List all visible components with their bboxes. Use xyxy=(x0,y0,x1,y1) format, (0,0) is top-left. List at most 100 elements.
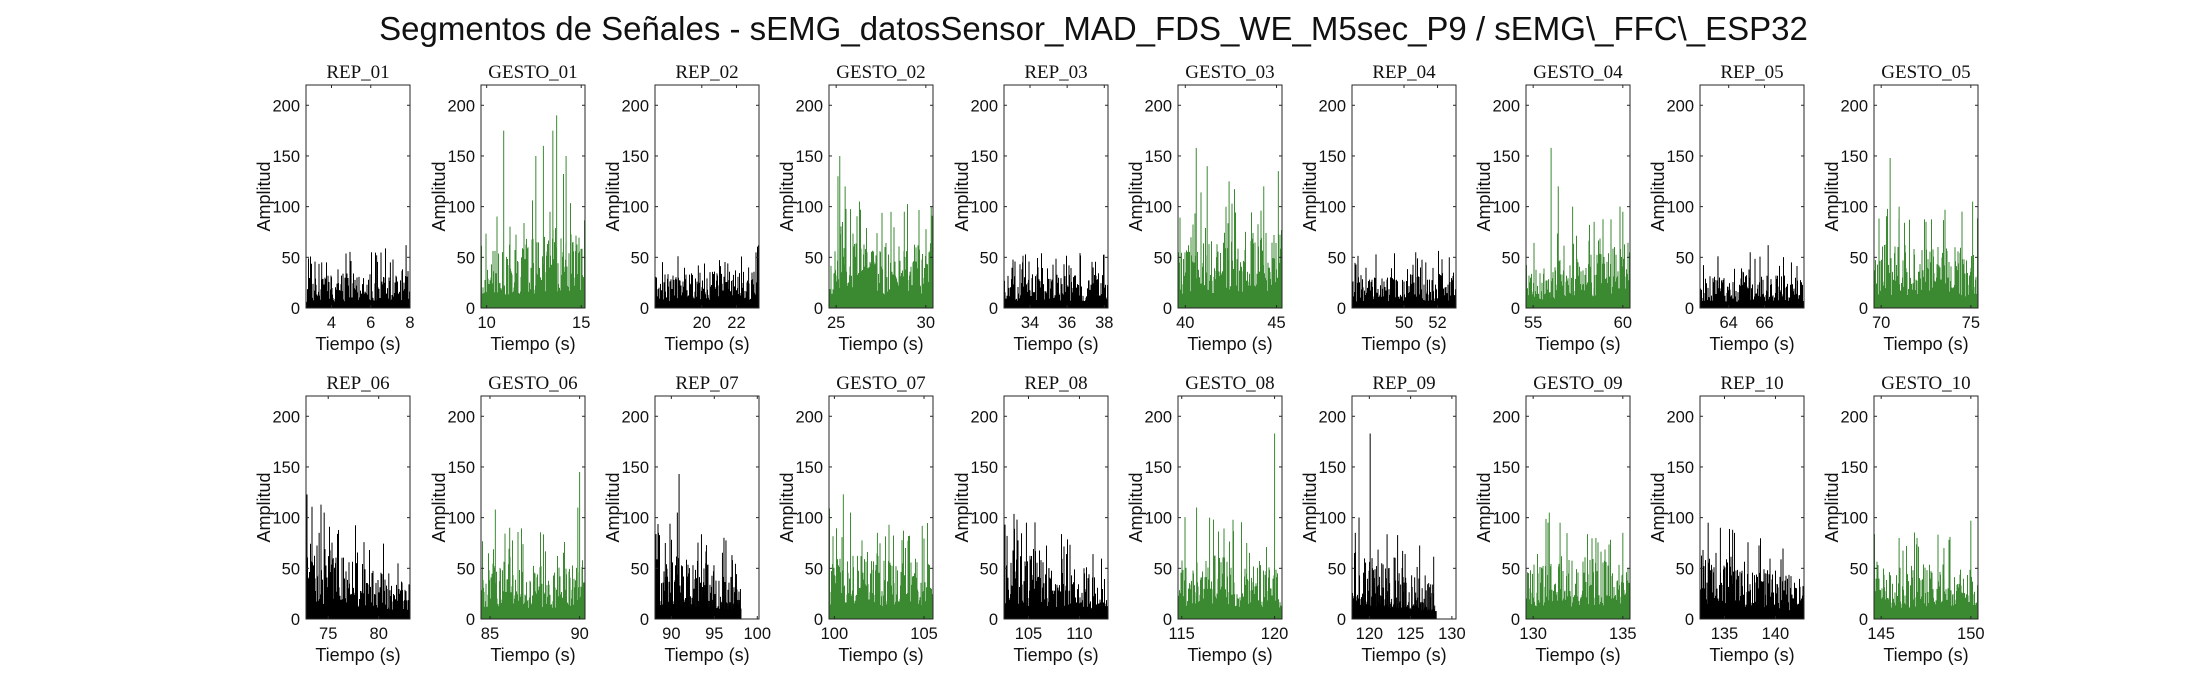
y-tick-label: 50 xyxy=(1502,249,1520,267)
y-tick-label: 50 xyxy=(1154,560,1172,578)
y-tick-label: 150 xyxy=(1144,459,1172,477)
subplot-title: REP_01 xyxy=(326,62,389,83)
subplot-rep-06: 0 50 100 150 200 75 80 REP_06 Tiempo (s) Amplitud xyxy=(254,373,411,665)
x-axis-label: Tiempo (s) xyxy=(664,334,749,354)
y-tick-label: 100 xyxy=(1318,510,1346,528)
x-axis-label: Tiempo (s) xyxy=(315,334,400,354)
signal-trace xyxy=(480,472,586,619)
x-tick-label: 110 xyxy=(1066,625,1092,643)
subplot-title: GESTO_06 xyxy=(488,373,577,394)
y-tick-label: 50 xyxy=(282,249,300,267)
y-tick-label: 50 xyxy=(1850,560,1868,578)
y-tick-label: 150 xyxy=(272,459,300,477)
signal-trace xyxy=(1699,522,1805,619)
y-tick-label: 200 xyxy=(1318,97,1346,115)
y-tick-label: 0 xyxy=(989,611,998,629)
axes-box xyxy=(1177,395,1283,620)
y-axis-label: Amplitud xyxy=(603,161,623,231)
signal-trace xyxy=(1351,433,1437,619)
y-tick-label: 50 xyxy=(805,249,823,267)
y-tick-label: 150 xyxy=(1666,148,1694,166)
y-tick-label: 0 xyxy=(989,300,998,318)
subplot-title: GESTO_05 xyxy=(1881,62,1970,83)
x-tick-label: 105 xyxy=(1015,625,1043,643)
axes-box xyxy=(828,395,934,620)
y-tick-label: 0 xyxy=(640,611,649,629)
signal-trace xyxy=(654,245,760,308)
y-tick-label: 150 xyxy=(1840,459,1868,477)
subplot-rep-08: 0 50 100 150 200 105 110 REP_08 Tiempo (s) Amplit… xyxy=(952,373,1109,665)
x-tick-label: 22 xyxy=(727,314,745,332)
y-tick-label: 200 xyxy=(970,97,998,115)
x-tick-label: 90 xyxy=(662,625,680,643)
y-tick-label: 100 xyxy=(970,199,998,217)
y-tick-label: 50 xyxy=(980,249,998,267)
y-tick-label: 200 xyxy=(795,408,823,426)
x-tick-label: 100 xyxy=(821,625,849,643)
y-tick-label: 50 xyxy=(1850,249,1868,267)
y-axis-label: Amplitud xyxy=(1300,161,1320,231)
y-axis-label: Amplitud xyxy=(603,472,623,542)
y-tick-label: 0 xyxy=(814,300,823,318)
subplot-title: REP_04 xyxy=(1372,62,1436,83)
x-axis-label: Tiempo (s) xyxy=(490,334,575,354)
x-tick-label: 135 xyxy=(1711,625,1739,643)
signal-trace xyxy=(480,115,586,308)
y-tick-label: 50 xyxy=(631,249,649,267)
x-axis-label: Tiempo (s) xyxy=(1883,334,1968,354)
y-axis-label: Amplitud xyxy=(429,161,449,231)
subplot-gesto-02: 0 50 100 150 200 25 30 GESTO_02 Tiempo (s) Amplit… xyxy=(777,62,935,354)
axes-box xyxy=(1873,84,1979,309)
subplot-gesto-04: 0 50 100 150 200 55 60 GESTO_04 Tiempo (s) Amplit… xyxy=(1474,62,1632,354)
y-axis-label: Amplitud xyxy=(1474,472,1494,542)
x-tick-label: 80 xyxy=(370,625,388,643)
y-tick-label: 100 xyxy=(795,199,823,217)
axes-box xyxy=(1177,84,1283,309)
y-tick-label: 50 xyxy=(282,560,300,578)
y-tick-label: 0 xyxy=(640,300,649,318)
x-axis-label: Tiempo (s) xyxy=(838,645,923,665)
y-tick-label: 50 xyxy=(457,560,475,578)
subplot-rep-02: 0 50 100 150 200 20 22 REP_02 Tiempo (s) Amplitud xyxy=(603,62,760,354)
y-tick-label: 50 xyxy=(1154,249,1172,267)
x-axis-label: Tiempo (s) xyxy=(664,645,749,665)
y-tick-label: 200 xyxy=(1840,97,1868,115)
y-tick-label: 200 xyxy=(1318,408,1346,426)
y-tick-label: 200 xyxy=(1666,408,1694,426)
y-tick-label: 0 xyxy=(1859,300,1868,318)
axes-box xyxy=(1003,84,1109,309)
x-tick-label: 150 xyxy=(1957,625,1985,643)
signal-trace xyxy=(1351,250,1457,308)
x-tick-label: 40 xyxy=(1176,314,1194,332)
axes-box xyxy=(1351,395,1457,620)
y-tick-label: 200 xyxy=(272,408,300,426)
x-tick-label: 100 xyxy=(744,625,772,643)
y-tick-label: 100 xyxy=(447,199,475,217)
x-tick-label: 120 xyxy=(1356,625,1384,643)
subplot-gesto-03: 0 50 100 150 200 40 45 GESTO_03 Tiempo (s) Amplit… xyxy=(1126,62,1286,354)
subplot-title: REP_02 xyxy=(675,62,738,83)
y-tick-label: 150 xyxy=(795,459,823,477)
y-tick-label: 200 xyxy=(447,97,475,115)
x-axis-label: Tiempo (s) xyxy=(1187,645,1272,665)
subplot-title: REP_10 xyxy=(1720,373,1783,394)
y-tick-label: 100 xyxy=(272,510,300,528)
x-tick-label: 8 xyxy=(405,314,414,332)
x-axis-label: Tiempo (s) xyxy=(315,645,400,665)
y-axis-label: Amplitud xyxy=(254,161,274,231)
signal-trace xyxy=(1177,433,1283,619)
x-axis-label: Tiempo (s) xyxy=(490,645,575,665)
axes-box xyxy=(1351,84,1457,309)
y-tick-label: 0 xyxy=(466,300,475,318)
y-tick-label: 100 xyxy=(1492,199,1520,217)
x-tick-label: 115 xyxy=(1169,625,1195,643)
axes-box xyxy=(654,395,760,620)
x-axis-label: Tiempo (s) xyxy=(1535,645,1620,665)
subplot-rep-03: 0 50 100 150 200 34 36 38 REP_03 Tiempo (s) Amplit… xyxy=(952,62,1113,354)
subplot-rep-10: 0 50 100 150 200 135 140 REP_10 Tiempo (s) Amplit… xyxy=(1648,373,1805,665)
signal-trace xyxy=(305,494,411,619)
y-tick-label: 150 xyxy=(1144,148,1172,166)
y-tick-label: 100 xyxy=(1840,199,1868,217)
y-tick-label: 50 xyxy=(631,560,649,578)
y-tick-label: 150 xyxy=(272,148,300,166)
